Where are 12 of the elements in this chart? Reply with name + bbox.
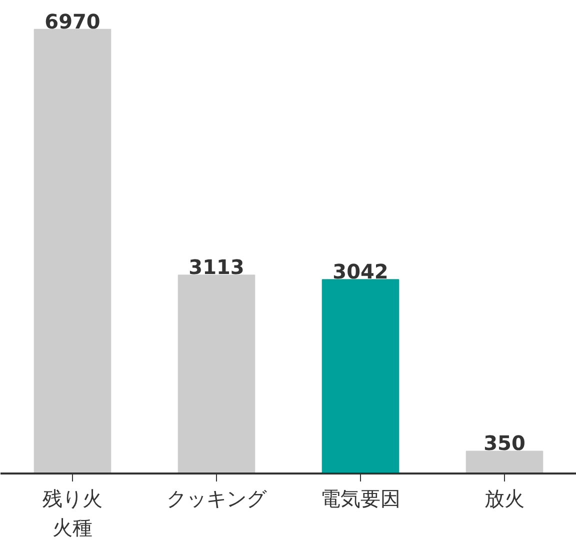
x-tick-label: 電気要因 [320, 486, 400, 510]
bar [178, 274, 256, 474]
data-label: 3113 [188, 255, 244, 280]
data-label: 6970 [44, 9, 100, 34]
bar [322, 279, 400, 474]
data-label: 350 [484, 431, 526, 456]
x-tick-label: 放火 [484, 486, 524, 510]
x-tick-label: クッキング [166, 486, 268, 510]
x-tick-label: 残り火火種 [42, 486, 102, 540]
bar [34, 28, 112, 474]
data-label: 3042 [332, 260, 388, 284]
bar [466, 450, 544, 474]
